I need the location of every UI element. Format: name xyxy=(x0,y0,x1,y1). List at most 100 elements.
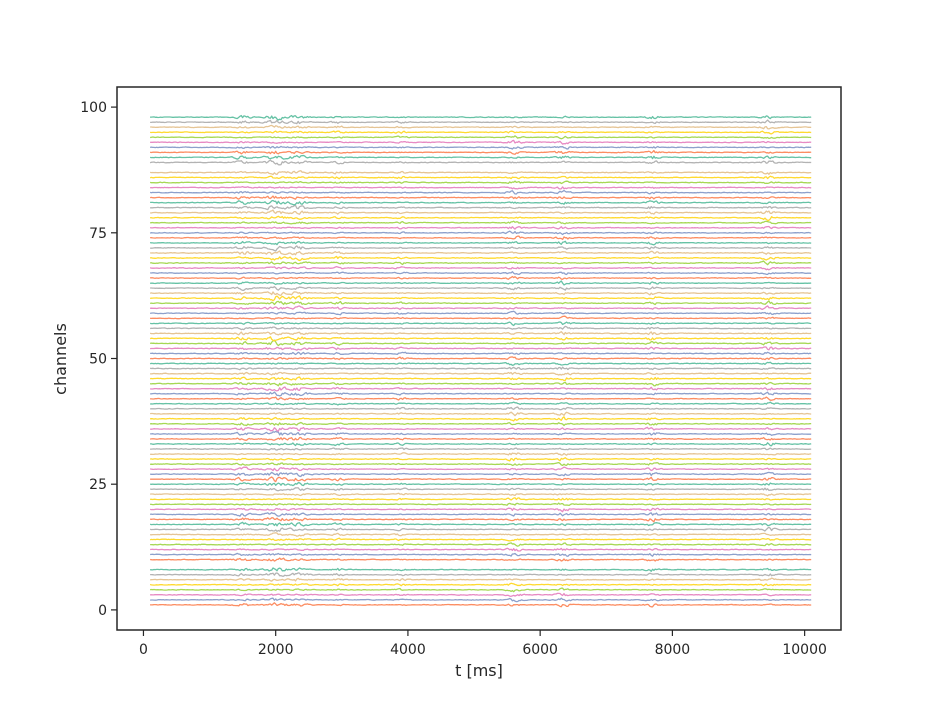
channel-trace xyxy=(150,135,812,140)
channel-trace xyxy=(150,185,812,190)
x-tick-label: 2000 xyxy=(258,642,294,658)
channel-trace xyxy=(150,275,812,280)
channel-trace xyxy=(150,517,812,523)
channel-trace xyxy=(150,260,812,266)
channel-trace xyxy=(150,471,812,478)
x-tick-label: 4000 xyxy=(390,642,426,658)
channel-trace xyxy=(150,170,812,176)
channel-trace xyxy=(150,512,812,517)
channel-trace xyxy=(150,235,812,241)
channel-trace xyxy=(150,476,812,483)
channel-trace xyxy=(150,199,812,206)
channel-trace xyxy=(150,376,812,382)
channel-trace xyxy=(150,305,812,311)
y-tick-label: 75 xyxy=(89,226,107,242)
channel-trace xyxy=(150,466,812,472)
channel-trace xyxy=(149,291,812,296)
channel-trace xyxy=(150,532,812,537)
channel-trace xyxy=(150,411,812,417)
channel-trace xyxy=(150,271,812,276)
channel-trace xyxy=(150,547,812,552)
channel-trace xyxy=(149,526,812,532)
channel-trace xyxy=(150,139,812,145)
channel-trace xyxy=(150,381,812,387)
channel-trace xyxy=(150,567,812,572)
channel-trace xyxy=(149,521,812,527)
channel-trace xyxy=(149,145,812,150)
y-tick-label: 25 xyxy=(89,477,107,493)
channel-trace xyxy=(149,336,812,342)
channel-trace xyxy=(150,542,812,547)
channel-trace xyxy=(150,325,812,331)
channel-trace xyxy=(150,286,812,291)
channel-trace xyxy=(149,175,812,180)
channel-trace xyxy=(150,114,812,121)
y-axis-label: channels xyxy=(51,323,70,395)
channel-trace xyxy=(150,245,812,252)
channel-trace xyxy=(150,215,812,221)
channel-trace xyxy=(150,602,812,608)
channel-trace xyxy=(150,315,812,320)
channel-trace xyxy=(150,255,812,262)
channel-trace xyxy=(150,250,812,256)
channel-trace xyxy=(150,346,812,351)
y-tick-label: 50 xyxy=(89,352,107,368)
channel-trace xyxy=(150,356,812,361)
x-tick-label: 0 xyxy=(139,642,148,658)
channel-trace xyxy=(150,386,812,392)
channel-trace xyxy=(150,295,812,302)
channel-trace xyxy=(150,209,812,215)
channel-trace xyxy=(150,492,812,497)
channel-trace xyxy=(149,265,812,271)
channel-trace xyxy=(150,430,812,436)
channel-trace xyxy=(150,557,812,562)
channel-trace xyxy=(150,502,812,506)
channel-trace xyxy=(150,351,812,356)
channel-trace xyxy=(150,416,812,422)
y-tick-label: 100 xyxy=(80,100,107,116)
channel-trace xyxy=(150,436,812,441)
channel-trace xyxy=(149,339,812,347)
channel-trace xyxy=(150,452,812,456)
channel-trace xyxy=(150,371,812,376)
channel-trace xyxy=(150,391,812,397)
channel-trace xyxy=(149,180,812,185)
x-tick-label: 6000 xyxy=(522,642,558,658)
channel-trace xyxy=(150,507,812,513)
channel-trace xyxy=(149,331,812,336)
channel-trace xyxy=(150,204,812,211)
channel-trace xyxy=(150,592,812,597)
channel-trace xyxy=(149,537,812,542)
channel-trace xyxy=(149,487,812,492)
channel-trace xyxy=(149,225,812,230)
channel-trace xyxy=(150,240,812,246)
channel-trace xyxy=(149,361,812,366)
channel-trace xyxy=(150,461,812,467)
x-tick-label: 10000 xyxy=(782,642,827,658)
channel-trace xyxy=(150,447,812,451)
channel-trace xyxy=(150,442,812,447)
x-axis-label: t [ms] xyxy=(455,661,503,680)
channel-trace xyxy=(150,154,812,160)
channel-trace xyxy=(150,130,812,135)
y-tick-label: 0 xyxy=(98,603,107,619)
channel-trace xyxy=(150,457,812,462)
channel-trace xyxy=(150,482,812,487)
channel-trace xyxy=(150,195,812,200)
channel-trace xyxy=(149,582,812,587)
channel-trace xyxy=(149,300,812,306)
channel-trace xyxy=(149,149,812,155)
channel-trace xyxy=(150,577,812,582)
channel-trace xyxy=(149,159,812,166)
channel-trace xyxy=(150,124,812,130)
channel-trace xyxy=(150,119,812,125)
x-axis-ticks: 0 2000 4000 6000 8000 10000 xyxy=(139,630,827,658)
channel-trace xyxy=(149,189,812,195)
channel-trace xyxy=(150,280,812,286)
channel-trace xyxy=(149,310,812,316)
channel-trace xyxy=(150,220,812,225)
channel-trace xyxy=(150,396,812,401)
channel-trace xyxy=(149,230,812,236)
channel-trace xyxy=(150,597,812,603)
